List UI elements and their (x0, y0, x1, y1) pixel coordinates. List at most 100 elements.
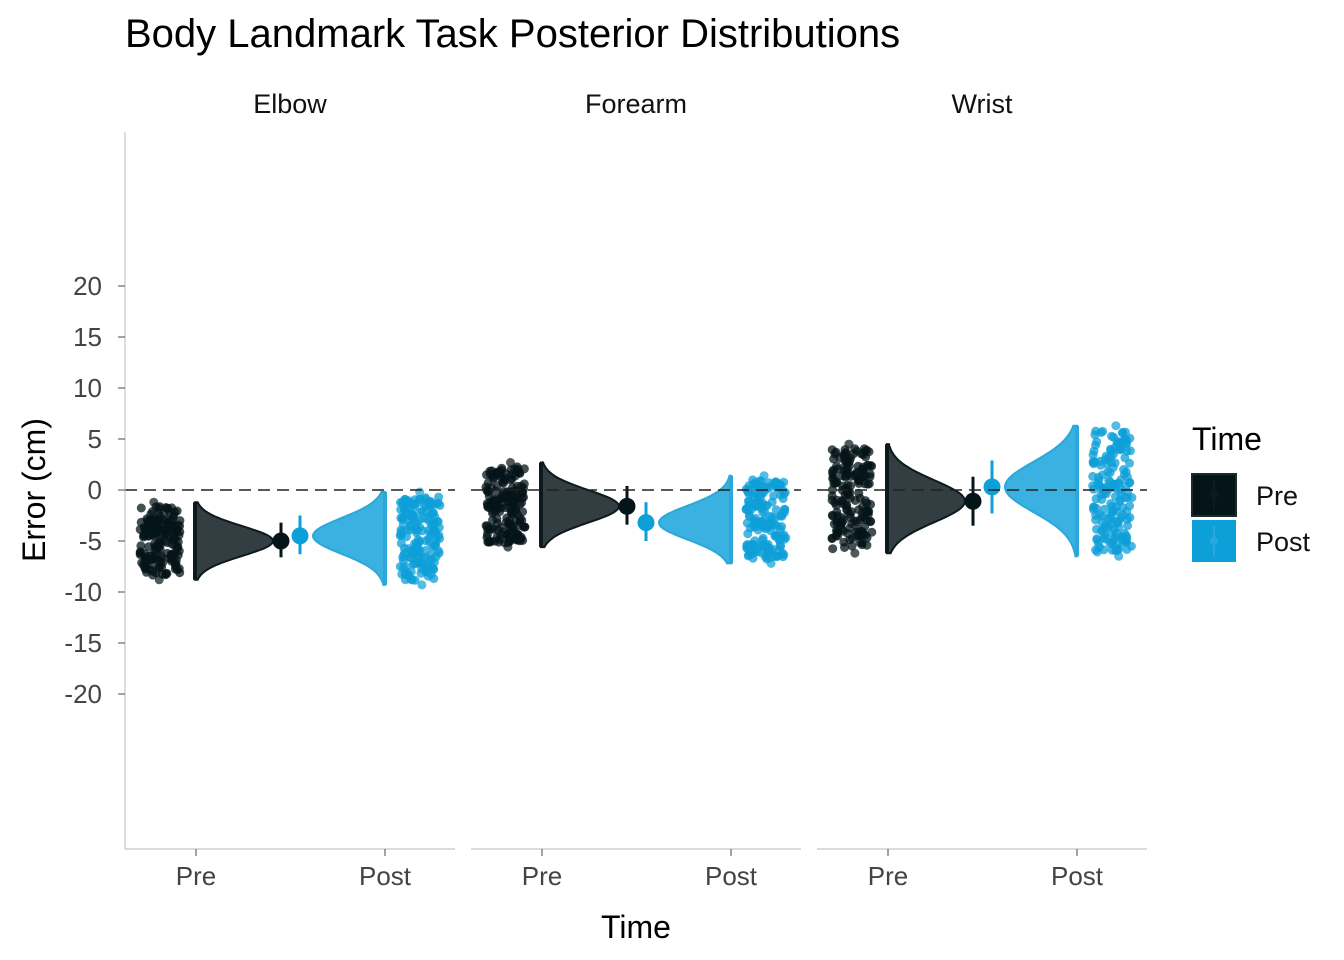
y-tick-label: 0 (88, 475, 102, 505)
data-point (1100, 504, 1109, 514)
data-point (1127, 493, 1137, 503)
data-point (843, 529, 853, 538)
data-point (519, 484, 528, 494)
data-point (831, 525, 841, 535)
data-point (400, 548, 410, 558)
points-pre (827, 439, 877, 558)
data-point (161, 503, 171, 512)
data-point (483, 537, 493, 547)
data-point (840, 462, 850, 472)
points-post (1088, 421, 1137, 561)
data-point (484, 503, 494, 513)
data-point (1121, 536, 1131, 546)
legend-key-point (1210, 537, 1218, 545)
data-point (749, 520, 759, 530)
data-point (847, 541, 857, 551)
mean-point-pre (272, 532, 290, 550)
data-point (503, 542, 513, 552)
data-point (426, 530, 436, 540)
data-point (1122, 514, 1132, 524)
density-post (1003, 424, 1078, 558)
data-point (829, 478, 839, 488)
panel-forearm: Forearm Pre Post (471, 89, 801, 891)
data-point (769, 514, 779, 524)
data-point (857, 512, 867, 522)
x-tick-label: Pre (522, 861, 562, 891)
data-point (404, 496, 414, 506)
data-point (779, 530, 789, 540)
data-point (1111, 516, 1121, 526)
data-point (849, 470, 859, 480)
data-point (501, 469, 511, 479)
data-point (747, 540, 757, 550)
data-point (839, 450, 849, 460)
data-point (417, 580, 427, 590)
data-point (778, 494, 788, 504)
points-post (741, 471, 791, 568)
data-point (421, 567, 431, 577)
data-point (856, 529, 866, 539)
data-point (833, 464, 843, 474)
legend-label: Pre (1256, 481, 1298, 511)
data-point (155, 534, 165, 544)
data-point (1112, 528, 1122, 538)
data-point (1088, 450, 1098, 460)
legend: Time Pre Post (1191, 421, 1311, 562)
data-point (400, 505, 410, 515)
data-point (398, 512, 407, 522)
data-point (1122, 544, 1132, 554)
data-point (756, 499, 766, 509)
data-point (766, 558, 776, 568)
data-point (1092, 547, 1102, 557)
y-axis-label: Error (cm) (16, 418, 52, 562)
data-point (136, 503, 146, 513)
series-pre (827, 439, 982, 558)
panel-title: Wrist (952, 89, 1013, 119)
legend-key-point (1210, 491, 1218, 499)
data-point (841, 471, 851, 481)
data-point (426, 554, 436, 564)
legend-title: Time (1192, 421, 1262, 457)
data-point (774, 545, 784, 555)
data-point (777, 522, 787, 531)
data-point (485, 466, 495, 476)
data-point (506, 458, 515, 467)
data-point (425, 501, 435, 511)
legend-label: Post (1256, 527, 1311, 557)
data-point (1114, 551, 1124, 561)
mean-point-pre (964, 492, 982, 510)
data-point (429, 517, 439, 527)
density-pre (886, 443, 967, 555)
data-point (831, 447, 841, 457)
series-post (291, 487, 445, 590)
data-point (166, 553, 176, 563)
data-point (1106, 499, 1116, 509)
data-point (772, 531, 782, 541)
data-point (855, 493, 865, 503)
data-point (434, 530, 444, 540)
data-point (483, 478, 493, 488)
points-pre (481, 458, 530, 552)
data-point (1090, 430, 1100, 440)
data-point (162, 538, 172, 548)
data-point (865, 517, 875, 527)
data-point (519, 522, 529, 532)
data-point (748, 475, 758, 485)
data-point (1103, 467, 1113, 477)
data-point (840, 543, 849, 552)
mean-point-pre (618, 497, 636, 515)
density-pre (540, 461, 621, 549)
data-point (1111, 442, 1120, 452)
y-tick-label: -15 (64, 628, 102, 658)
data-point (483, 487, 493, 497)
chart-title: Body Landmark Task Posterior Distributio… (125, 12, 900, 56)
data-point (1091, 457, 1100, 467)
data-point (155, 524, 165, 534)
mean-point-post (291, 527, 309, 545)
panel-elbow: Elbow Pre Post (125, 89, 455, 891)
data-point (1113, 479, 1122, 489)
y-axis: 20 15 10 5 0 -5 -10 -15 -20 (64, 132, 126, 849)
data-point (149, 516, 159, 526)
panel-title: Elbow (253, 89, 327, 119)
data-point (866, 461, 876, 470)
